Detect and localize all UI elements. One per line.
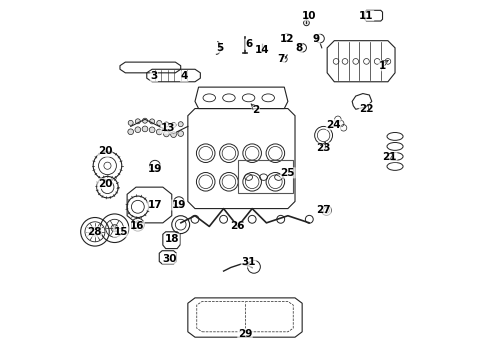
Circle shape (171, 122, 176, 127)
Text: 2: 2 (252, 105, 259, 115)
Text: 31: 31 (241, 257, 256, 267)
Text: 25: 25 (281, 168, 295, 178)
Circle shape (149, 127, 155, 133)
Circle shape (143, 118, 147, 123)
Text: 20: 20 (98, 147, 112, 157)
Circle shape (156, 129, 162, 135)
Circle shape (171, 132, 176, 138)
Text: 19: 19 (172, 200, 186, 210)
Text: 14: 14 (255, 45, 270, 55)
Text: 24: 24 (326, 120, 341, 130)
Text: 22: 22 (359, 104, 374, 113)
Text: 18: 18 (165, 234, 179, 244)
Circle shape (142, 126, 148, 132)
Text: 17: 17 (147, 200, 162, 210)
Text: 27: 27 (316, 205, 331, 215)
Text: 10: 10 (302, 11, 317, 21)
Circle shape (164, 122, 169, 127)
Text: 5: 5 (217, 43, 223, 53)
Text: 1: 1 (379, 61, 386, 71)
Circle shape (128, 129, 134, 135)
Circle shape (178, 131, 184, 136)
Circle shape (164, 131, 169, 137)
Text: 11: 11 (359, 11, 374, 21)
Text: 4: 4 (181, 71, 188, 81)
Text: 21: 21 (382, 152, 397, 162)
Text: 15: 15 (114, 227, 128, 237)
Circle shape (149, 119, 155, 124)
Text: 16: 16 (130, 221, 145, 231)
Circle shape (178, 122, 183, 127)
Text: 19: 19 (148, 164, 162, 174)
Text: 8: 8 (295, 43, 302, 53)
Text: 13: 13 (161, 123, 175, 133)
Circle shape (128, 120, 133, 125)
Circle shape (157, 121, 162, 126)
Text: 20: 20 (98, 179, 112, 189)
Text: 26: 26 (231, 221, 245, 231)
Text: 23: 23 (317, 143, 331, 153)
Text: 3: 3 (150, 71, 157, 81)
Text: 29: 29 (238, 329, 252, 339)
Text: 7: 7 (277, 54, 284, 64)
Bar (238, 160, 293, 193)
Text: 12: 12 (280, 33, 294, 44)
Circle shape (135, 119, 140, 124)
Circle shape (111, 225, 118, 232)
Text: 6: 6 (245, 39, 252, 49)
Text: 28: 28 (87, 227, 101, 237)
Circle shape (135, 127, 141, 132)
Text: 30: 30 (163, 253, 177, 264)
Text: 9: 9 (313, 34, 320, 44)
